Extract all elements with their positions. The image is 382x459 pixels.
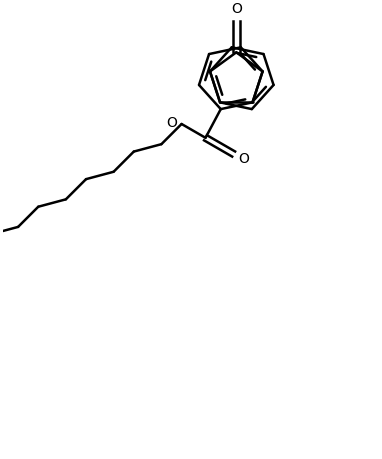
Text: O: O [166,116,176,130]
Text: O: O [231,2,242,16]
Text: O: O [239,151,249,166]
